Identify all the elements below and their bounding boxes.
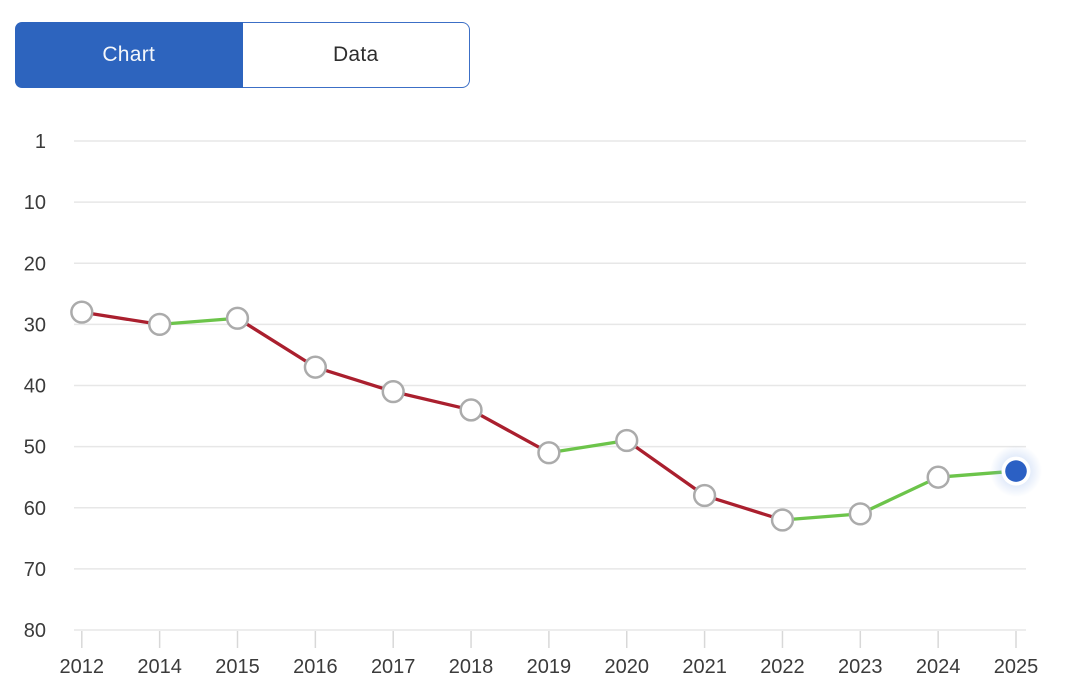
tab-chart-label: Chart (102, 43, 156, 66)
trend-segment (702, 493, 785, 522)
x-axis-tick-label: 2025 (994, 656, 1039, 678)
tab-data-label: Data (332, 43, 379, 66)
data-point-2023[interactable] (848, 502, 872, 526)
data-point-2021[interactable] (692, 483, 717, 508)
trend-segment (858, 475, 940, 516)
data-point-2020[interactable] (615, 428, 639, 453)
data-point-current-2025[interactable] (1005, 460, 1027, 482)
y-axis-tick-label: 80 (24, 620, 46, 642)
x-axis-tick-label: 2017 (371, 656, 416, 678)
data-point-2019[interactable] (537, 441, 561, 465)
y-axis-tick-label: 50 (24, 437, 46, 459)
data-point-2014[interactable] (148, 312, 172, 337)
tab-data[interactable]: Data (242, 22, 470, 88)
data-point-2017[interactable] (381, 379, 405, 404)
data-point-2024[interactable] (926, 465, 950, 489)
data-point-2015[interactable] (225, 306, 250, 330)
view-toggle: Chart Data (15, 22, 470, 88)
y-axis-tick-label: 40 (24, 376, 46, 398)
x-axis-tick-label: 2012 (60, 656, 105, 678)
y-axis-tick-label: 60 (24, 498, 46, 520)
y-axis-tick-label: 70 (24, 559, 46, 581)
x-axis-tick-label: 2023 (838, 656, 883, 678)
tab-chart[interactable]: Chart (15, 22, 243, 88)
x-axis-tick-label: 2018 (449, 656, 494, 678)
x-axis-tick-label: 2024 (916, 656, 961, 678)
data-point-2018[interactable] (459, 398, 483, 422)
x-axis-tick-label: 2022 (760, 656, 805, 678)
y-axis-tick-label: 1 (35, 131, 46, 153)
trend-segment (547, 438, 629, 455)
trend-segment (780, 512, 862, 522)
x-axis-tick-label: 2016 (293, 656, 338, 678)
trend-segment (235, 316, 318, 369)
trend-segment (391, 389, 473, 412)
x-axis-tick-label: 2014 (137, 656, 182, 678)
data-point-2022[interactable] (770, 508, 795, 532)
trend-segment (313, 365, 395, 394)
x-axis-tick-label: 2019 (527, 656, 572, 678)
trend-segment (80, 310, 162, 327)
y-axis-tick-label: 20 (24, 253, 46, 275)
x-axis-tick-label: 2015 (215, 656, 260, 678)
data-point-2012[interactable] (70, 300, 94, 324)
data-point-2016[interactable] (303, 355, 328, 379)
x-axis-tick-label: 2020 (605, 656, 650, 678)
trend-segment (469, 408, 551, 455)
y-axis-tick-label: 30 (24, 314, 46, 336)
x-axis-tick-label: 2021 (682, 656, 727, 678)
trend-segment (625, 438, 707, 498)
y-axis-tick-label: 10 (24, 192, 46, 214)
trend-segment (157, 316, 240, 327)
